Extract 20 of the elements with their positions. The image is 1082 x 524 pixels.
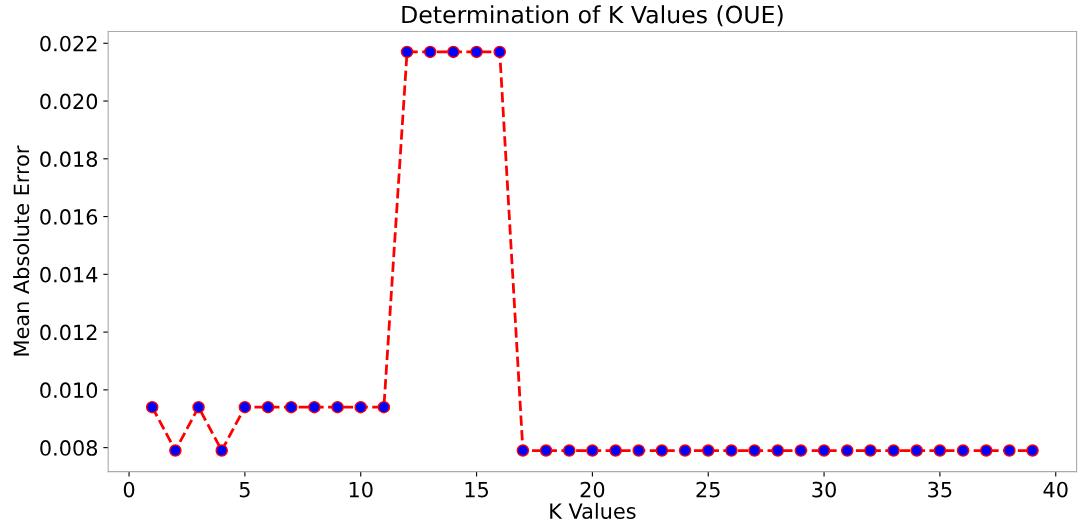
- x-tick-label: 5: [239, 481, 250, 498]
- x-tick-label: 25: [696, 481, 720, 498]
- x-tick-label: 10: [349, 481, 373, 498]
- y-tick-label: 0.018: [40, 151, 98, 168]
- y-tick-label: 0.020: [40, 93, 98, 110]
- x-axis-title: K Values: [550, 502, 636, 519]
- x-tick-label: 20: [580, 481, 605, 498]
- chart-title: Determination of K Values (OUE): [402, 5, 783, 27]
- y-axis-title: Mean Absolute Error: [13, 145, 30, 356]
- x-tick-label: 30: [812, 481, 836, 498]
- x-tick-label: 0: [123, 481, 135, 498]
- y-tick-label: 0.014: [40, 266, 98, 283]
- x-tick-label: 15: [465, 481, 488, 498]
- y-tick-label: 0.016: [40, 209, 98, 225]
- y-tick-label: 0.008: [40, 440, 98, 456]
- x-tick-label: 40: [1043, 481, 1068, 498]
- y-tick-label: 0.010: [40, 382, 98, 399]
- y-tick-label: 0.012: [40, 324, 97, 341]
- y-tick-label: 0.022: [40, 35, 97, 52]
- x-tick-label: 35: [928, 481, 952, 498]
